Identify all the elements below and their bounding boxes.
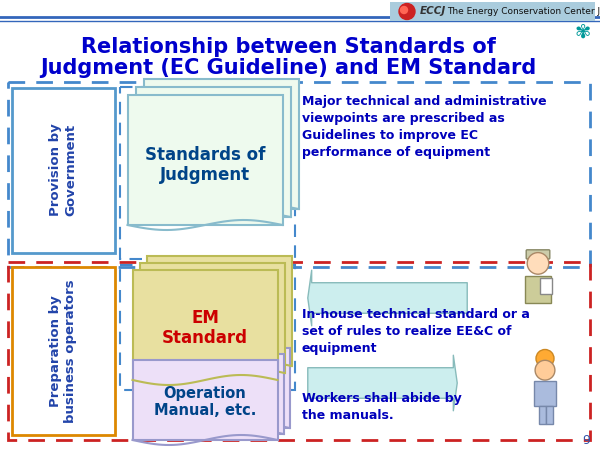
FancyBboxPatch shape (139, 354, 284, 434)
Circle shape (536, 350, 554, 368)
FancyBboxPatch shape (390, 2, 595, 21)
Text: Judgment (EC Guideline) and EM Standard: Judgment (EC Guideline) and EM Standard (40, 58, 536, 78)
Text: Workers shall abide by
the manuals.: Workers shall abide by the manuals. (302, 392, 462, 422)
Text: Preparation by
business operators: Preparation by business operators (49, 279, 77, 423)
Text: In-house technical standard or a
set of rules to realize EE&C of
equipment: In-house technical standard or a set of … (302, 308, 530, 355)
Text: 9: 9 (582, 433, 590, 446)
Circle shape (399, 4, 415, 19)
Circle shape (527, 252, 549, 274)
Text: Provision by
Government: Provision by Government (49, 124, 77, 216)
FancyBboxPatch shape (145, 348, 290, 428)
Text: Standards of
Judgment: Standards of Judgment (145, 146, 265, 184)
Text: Operation
Manual, etc.: Operation Manual, etc. (154, 386, 256, 418)
FancyBboxPatch shape (146, 256, 292, 366)
Text: ECCJ: ECCJ (420, 6, 446, 17)
FancyBboxPatch shape (540, 278, 553, 294)
FancyBboxPatch shape (12, 88, 115, 253)
FancyBboxPatch shape (136, 87, 290, 217)
Text: The Energy Conservation Center Japan: The Energy Conservation Center Japan (447, 7, 600, 16)
Circle shape (401, 6, 407, 14)
FancyBboxPatch shape (133, 360, 277, 440)
FancyBboxPatch shape (133, 270, 277, 380)
Text: Major technical and administrative
viewpoints are prescribed as
Guidelines to im: Major technical and administrative viewp… (302, 95, 547, 159)
Circle shape (535, 360, 555, 380)
FancyBboxPatch shape (546, 406, 553, 424)
FancyBboxPatch shape (139, 263, 284, 373)
FancyBboxPatch shape (526, 276, 551, 303)
FancyBboxPatch shape (526, 250, 550, 259)
Text: Relationship between Standards of: Relationship between Standards of (80, 37, 496, 57)
Text: EM
Standard: EM Standard (162, 309, 248, 347)
FancyBboxPatch shape (128, 95, 283, 225)
FancyBboxPatch shape (143, 79, 299, 209)
FancyBboxPatch shape (539, 406, 546, 424)
FancyBboxPatch shape (534, 381, 556, 406)
FancyBboxPatch shape (12, 267, 115, 435)
Text: ✾: ✾ (575, 22, 591, 41)
